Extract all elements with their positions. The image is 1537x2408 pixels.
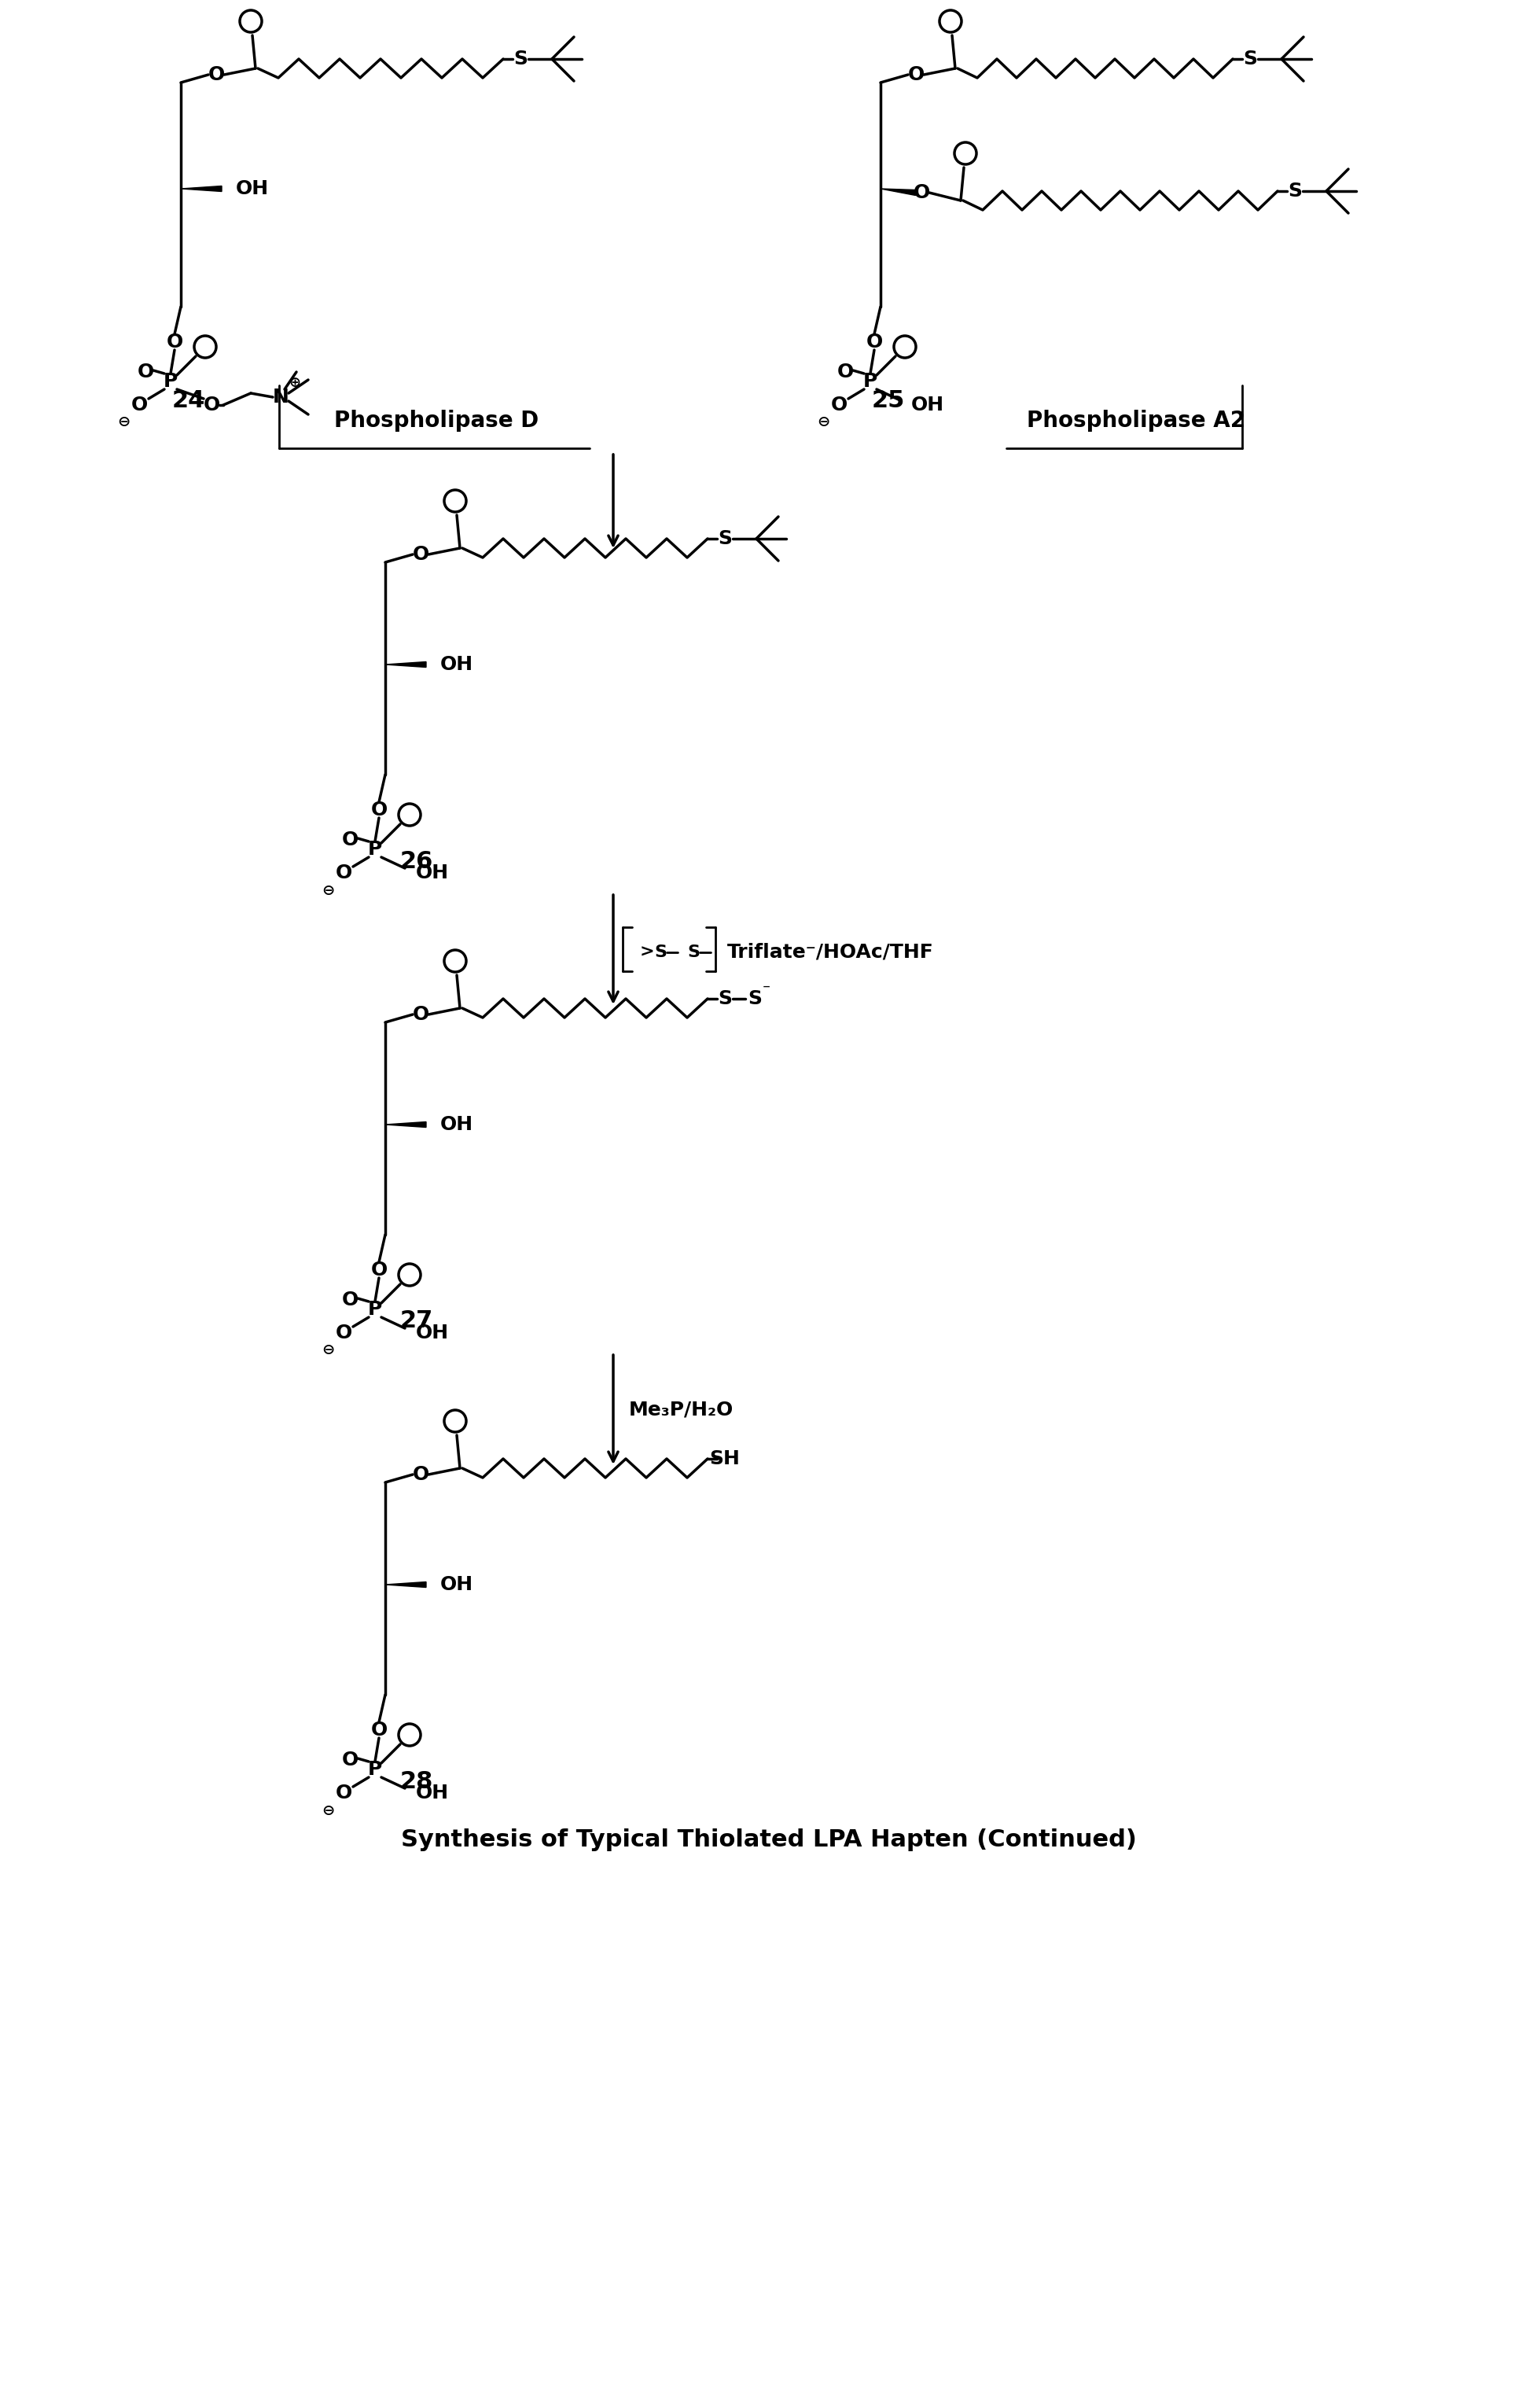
Polygon shape xyxy=(386,1122,426,1127)
Text: O: O xyxy=(913,183,930,202)
Text: O: O xyxy=(207,65,224,84)
Text: ⊖: ⊖ xyxy=(117,414,129,429)
Text: S: S xyxy=(1242,51,1256,67)
Text: SH: SH xyxy=(709,1450,739,1469)
Text: O: O xyxy=(341,1291,358,1310)
Text: P: P xyxy=(862,371,878,390)
Text: P: P xyxy=(367,1760,383,1780)
Text: O: O xyxy=(370,1262,387,1279)
Text: ⊕: ⊕ xyxy=(289,376,301,390)
Text: O: O xyxy=(865,332,882,352)
Text: S: S xyxy=(747,990,761,1009)
Text: Me₃P/H₂O: Me₃P/H₂O xyxy=(629,1399,733,1418)
Text: ⁻: ⁻ xyxy=(762,982,770,997)
Polygon shape xyxy=(386,662,426,667)
Text: P: P xyxy=(367,1300,383,1320)
Text: OH: OH xyxy=(911,395,944,414)
Text: O: O xyxy=(370,799,387,819)
Text: S: S xyxy=(718,990,732,1009)
Text: O: O xyxy=(341,831,358,850)
Polygon shape xyxy=(181,185,221,193)
Text: O: O xyxy=(335,864,352,881)
Text: 25: 25 xyxy=(871,390,905,412)
Text: S: S xyxy=(653,944,667,961)
Text: P: P xyxy=(163,371,178,390)
Text: S: S xyxy=(1286,181,1302,200)
Text: O: O xyxy=(335,1784,352,1804)
Text: O: O xyxy=(370,1722,387,1739)
Text: ⊖: ⊖ xyxy=(321,884,334,898)
Polygon shape xyxy=(881,188,916,195)
Text: Phospholipase A2: Phospholipase A2 xyxy=(1027,409,1245,431)
Text: O: O xyxy=(203,395,220,414)
Text: Triflate⁻/HOAc/THF: Triflate⁻/HOAc/THF xyxy=(727,944,933,961)
Text: N: N xyxy=(272,388,289,407)
Text: Synthesis of Typical Thiolated LPA Hapten (Continued): Synthesis of Typical Thiolated LPA Hapte… xyxy=(401,1828,1136,1852)
Text: O: O xyxy=(830,395,847,414)
Text: OH: OH xyxy=(235,178,269,197)
Text: P: P xyxy=(367,840,383,860)
Text: OH: OH xyxy=(440,1575,473,1594)
Text: 26: 26 xyxy=(400,850,433,872)
Text: OH: OH xyxy=(440,655,473,674)
Text: S: S xyxy=(718,530,732,549)
Text: ⊖: ⊖ xyxy=(816,414,828,429)
Text: O: O xyxy=(335,1324,352,1341)
Text: S: S xyxy=(513,51,527,67)
Text: O: O xyxy=(137,364,154,380)
Text: S: S xyxy=(687,944,699,961)
Text: OH: OH xyxy=(415,1784,449,1804)
Text: ⊖: ⊖ xyxy=(321,1344,334,1358)
Text: ⊖: ⊖ xyxy=(321,1804,334,1818)
Text: O: O xyxy=(412,1464,429,1483)
Text: >: > xyxy=(639,944,655,961)
Text: Phospholipase D: Phospholipase D xyxy=(334,409,538,431)
Polygon shape xyxy=(386,1582,426,1587)
Text: OH: OH xyxy=(440,1115,473,1134)
Text: OH: OH xyxy=(415,1324,449,1341)
Text: O: O xyxy=(907,65,924,84)
Text: OH: OH xyxy=(415,864,449,881)
Text: 27: 27 xyxy=(400,1310,433,1332)
Text: O: O xyxy=(412,1004,429,1023)
Text: O: O xyxy=(341,1751,358,1770)
Text: O: O xyxy=(836,364,853,380)
Text: O: O xyxy=(131,395,148,414)
Text: O: O xyxy=(412,544,429,563)
Text: 28: 28 xyxy=(400,1770,433,1792)
Text: 24: 24 xyxy=(172,390,206,412)
Text: O: O xyxy=(166,332,183,352)
